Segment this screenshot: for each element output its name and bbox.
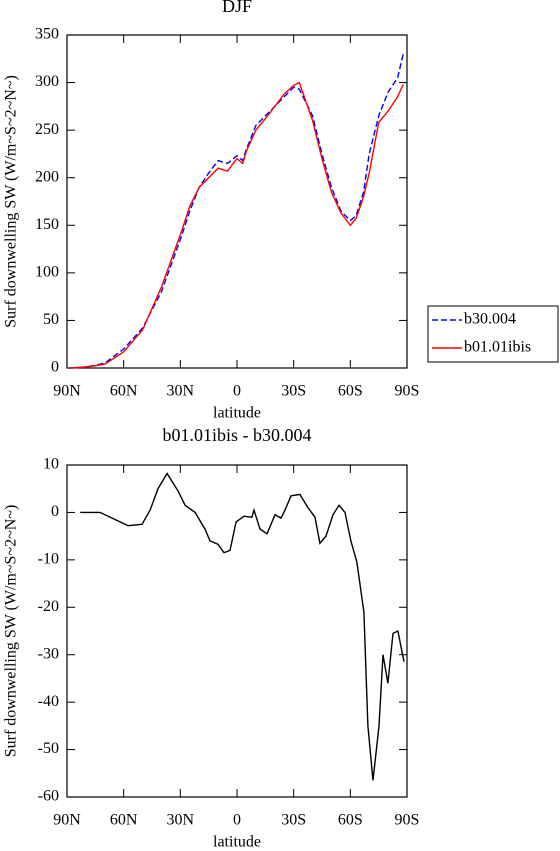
y-tick-label: 10 [43,456,59,473]
y-tick-label: 50 [43,311,59,328]
legend-box [427,305,559,363]
x-tick-label: 60S [338,812,363,829]
legend-label: b30.004 [464,311,516,328]
x-tick-label: 60S [338,383,363,400]
y-tick-label: 150 [35,216,59,233]
y-axis-label: Surf downwelling SW (W/m~S~2~N~) [3,505,20,758]
x-tick-label: 0 [233,812,241,829]
y-tick-label: -20 [38,598,59,615]
plot-frame [66,34,408,369]
data-line [80,472,405,781]
y-tick-label: 250 [35,121,59,138]
x-tick-label: 30S [281,812,306,829]
x-tick-label: 60N [110,383,138,400]
y-tick-label: 0 [51,503,59,520]
x-tick-label: 90N [53,383,81,400]
y-tick-label: 0 [51,359,59,376]
y-tick-label: 300 [35,73,59,90]
y-tick-label: -10 [38,551,59,568]
y-axis-label: Surf downwelling SW (W/m~S~2~N~) [3,75,20,328]
data-line [70,81,404,369]
y-tick-label: 100 [35,264,59,281]
chart-title: b01.01ibis - b30.004 [162,425,311,445]
x-axis-label: latitude [213,405,261,422]
x-tick-label: 30S [281,383,306,400]
y-tick-label: -30 [38,645,59,662]
x-axis-label: latitude [213,834,261,851]
y-tick-label: -60 [38,788,59,805]
data-line [70,53,404,369]
y-tick-label: 200 [35,168,59,185]
chart-title: DJF [222,0,252,16]
y-tick-label: -40 [38,693,59,710]
x-tick-label: 60N [110,812,138,829]
legend-label: b01.01ibis [464,339,531,356]
x-tick-label: 90S [395,383,420,400]
plot-frame [66,464,408,798]
x-tick-label: 90N [53,812,81,829]
y-tick-label: 350 [35,26,59,43]
x-tick-label: 0 [233,383,241,400]
x-tick-label: 30N [167,383,195,400]
y-tick-label: -50 [38,740,59,757]
x-tick-label: 30N [167,812,195,829]
x-tick-label: 90S [395,812,420,829]
